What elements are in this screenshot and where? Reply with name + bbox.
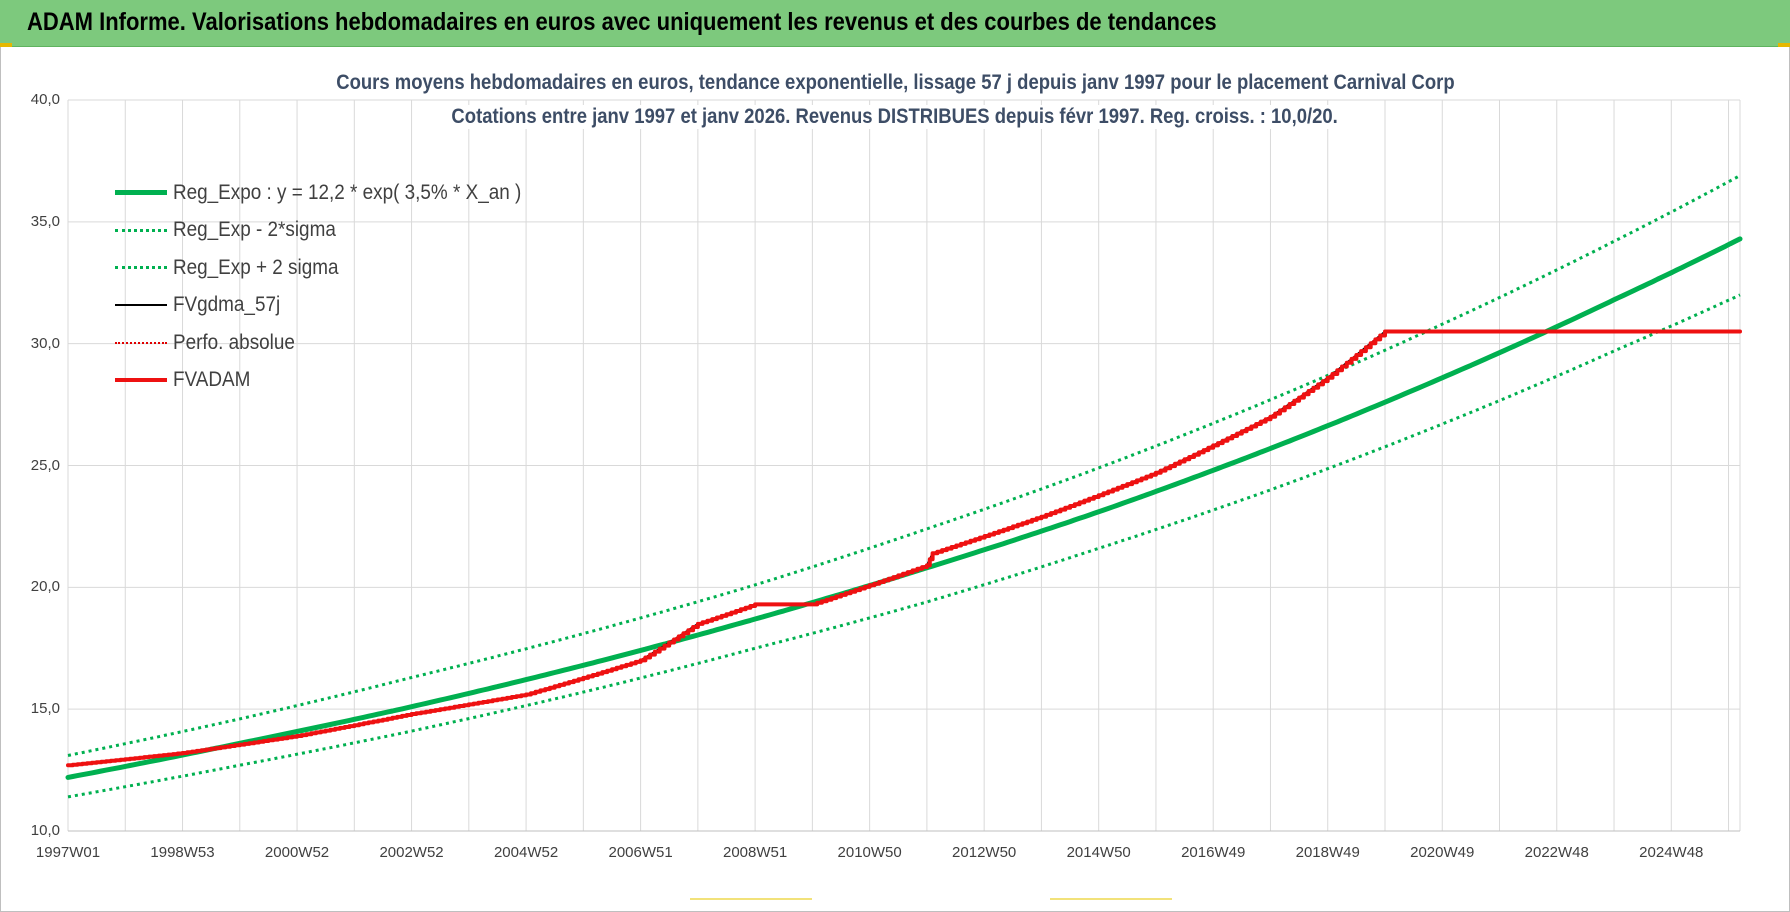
chart-title-line-2: Cotations entre janv 1997 et janv 2026. … <box>0 105 1790 129</box>
legend-swatch <box>115 378 167 383</box>
series-line-reg-exp-2-sigma <box>67 293 1741 799</box>
report-title: ADAM Informe. Valorisations hebdomadaire… <box>27 8 1217 36</box>
legend-item: Reg_Expo : y = 12,2 * exp( 3,5% * X_an ) <box>115 174 560 212</box>
x-tick-label: 2022W48 <box>1524 844 1589 861</box>
x-tick-label: 2000W52 <box>264 844 330 861</box>
corner-mark-left <box>0 43 12 47</box>
legend-swatch <box>115 190 167 196</box>
x-tick-label: 2006W51 <box>608 844 673 861</box>
x-tick-label: 1997W01 <box>35 844 101 861</box>
y-tick-label: 35,0 <box>30 212 60 230</box>
x-tick-label: 2004W52 <box>493 844 559 861</box>
legend-label: FVADAM <box>173 368 251 392</box>
legend-item: FVADAM <box>115 362 560 400</box>
legend-label: Reg_Expo : y = 12,2 * exp( 3,5% * X_an ) <box>173 180 522 204</box>
x-tick-label: 2018W49 <box>1295 844 1360 861</box>
bottom-mark <box>690 898 812 900</box>
x-tick-label: 2016W49 <box>1181 844 1246 861</box>
corner-mark-right <box>1778 43 1790 47</box>
x-tick-label: 1998W53 <box>150 844 215 861</box>
y-tick-label: 30,0 <box>30 334 60 352</box>
legend-label: Reg_Exp + 2 sigma <box>173 255 339 279</box>
y-tick-label: 20,0 <box>30 578 60 596</box>
y-tick-label: 10,0 <box>30 822 60 839</box>
report-banner: ADAM Informe. Valorisations hebdomadaire… <box>0 0 1790 47</box>
y-tick-label: 40,0 <box>30 91 60 108</box>
x-tick-label: 2010W50 <box>837 844 902 861</box>
series-line-reg-exp-2-sigma <box>67 174 1741 757</box>
legend-swatch <box>115 266 167 270</box>
legend-item: Reg_Exp - 2*sigma <box>115 212 560 250</box>
legend-item: Perfo. absolue <box>115 324 560 362</box>
chart-legend: Reg_Expo : y = 12,2 * exp( 3,5% * X_an )… <box>115 174 560 399</box>
legend-swatch <box>115 304 167 307</box>
legend-swatch <box>115 341 167 344</box>
x-tick-label: 2024W48 <box>1639 844 1704 861</box>
x-tick-label: 2002W52 <box>379 844 444 861</box>
series-lines <box>65 174 1743 799</box>
legend-label: Perfo. absolue <box>173 330 295 354</box>
legend-label: FVgdma_57j <box>173 293 281 317</box>
legend-swatch <box>115 228 167 232</box>
legend-item: FVgdma_57j <box>115 287 560 325</box>
chart-plot <box>65 99 1743 832</box>
x-tick-label: 2014W50 <box>1066 844 1131 861</box>
y-tick-label: 25,0 <box>30 456 60 474</box>
bottom-mark <box>1050 898 1172 900</box>
x-tick-label: 2012W50 <box>952 844 1017 861</box>
grid-lines <box>67 99 1741 832</box>
x-tick-label: 2008W51 <box>723 844 788 861</box>
x-tick-label: 2020W49 <box>1410 844 1475 861</box>
series-line-fvadam <box>66 329 1742 768</box>
chart-title-line-1: Cours moyens hebdomadaires en euros, ten… <box>0 71 1790 95</box>
y-tick-label: 15,0 <box>30 700 60 718</box>
legend-item: Reg_Exp + 2 sigma <box>115 249 560 287</box>
legend-label: Reg_Exp - 2*sigma <box>173 218 336 242</box>
